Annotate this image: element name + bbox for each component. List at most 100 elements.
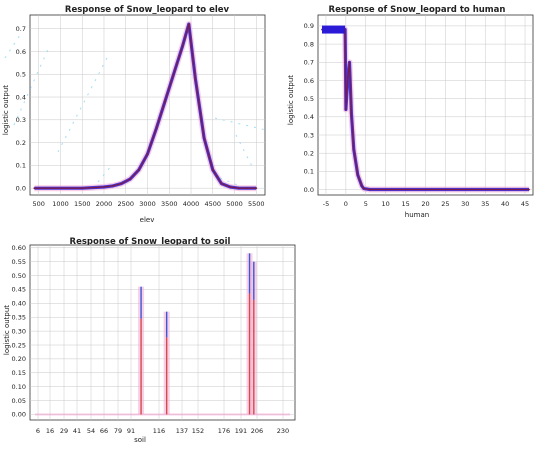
elev-decor-dash (219, 177, 241, 187)
elev-data-point (137, 169, 140, 171)
elev-data-point (194, 77, 197, 80)
soil-y-tick-label: 0.15 (12, 369, 26, 377)
soil-y-tick-label: 0.55 (12, 258, 26, 266)
human-data-point (348, 61, 351, 64)
soil-y-tick-label: 0.35 (12, 314, 26, 322)
soil-y-tick-label: 0.05 (12, 397, 26, 405)
soil-x-tick-label: 79 (114, 427, 122, 435)
human-y-tick-label: 0.4 (304, 113, 314, 121)
soil-chart-title: Response of Snow_leopard to soil (70, 237, 231, 247)
human-y-tick-label: 0.1 (304, 168, 314, 176)
human-data-point (344, 108, 347, 111)
soil-chart: Response of Snow_leopard to soil soil lo… (3, 237, 296, 444)
elev-x-tick-label: 1000 (52, 200, 69, 208)
elev-data-point (164, 100, 166, 103)
soil-x-tick-label: 152 (192, 427, 204, 435)
human-y-tick-label: 0.0 (304, 186, 314, 194)
soil-x-tick-label: 16 (46, 427, 54, 435)
elev-x-axis-label: elev (140, 216, 155, 224)
elev-x-tick-label: 2500 (117, 200, 134, 208)
human-x-tick-label: 35 (481, 200, 489, 208)
human-y-tick-label: 0.6 (304, 77, 314, 85)
human-plateau-band (321, 25, 346, 34)
human-data-point (346, 75, 349, 78)
human-data-point (368, 188, 371, 191)
soil-x-tick-label: 116 (153, 427, 165, 435)
elev-x-tick-label: 1500 (74, 200, 91, 208)
human-data-point (362, 187, 365, 190)
elev-decor-dash (214, 117, 267, 131)
soil-x-axis-label: soil (134, 436, 146, 444)
human-y-tick-label: 0.5 (304, 95, 314, 103)
elev-data-point (237, 187, 240, 190)
human-x-tick-label: 10 (382, 200, 390, 208)
human-x-tick-label: 20 (421, 200, 429, 208)
human-x-tick-label: 0 (344, 200, 348, 208)
soil-x-tick-label: 191 (235, 427, 247, 435)
elev-chart: Response of Snow_leopard to elev elev lo… (2, 5, 267, 224)
elev-x-tick-label: 3500 (161, 200, 178, 208)
soil-y-tick-label: 0.10 (12, 383, 26, 391)
soil-x-tick-label: 206 (251, 427, 263, 435)
soil-y-tick-label: 0.25 (12, 341, 26, 349)
soil-x-tick-label: 176 (218, 427, 230, 435)
soil-y-axis-label: logistic output (3, 305, 11, 355)
elev-data-point (187, 23, 190, 26)
elev-data-point (33, 187, 36, 190)
human-y-axis-label: logistic output (287, 75, 295, 125)
elev-data-point (255, 187, 258, 190)
elev-y-tick-label: 0.2 (16, 139, 26, 147)
human-x-axis-label: human (405, 211, 429, 219)
human-x-tick-label: 25 (441, 200, 449, 208)
elev-x-tick-label: 4500 (205, 200, 222, 208)
human-data-point (350, 112, 353, 115)
elev-y-axis-label: logistic output (2, 85, 10, 135)
human-y-tick-label: 0.3 (304, 131, 314, 139)
elev-decor-dash (4, 31, 23, 59)
soil-y-tick-label: 0.40 (12, 300, 26, 308)
elev-data-point (155, 128, 158, 130)
elev-x-tick-label: 4000 (183, 200, 200, 208)
elev-data-point (203, 137, 205, 139)
elev-data-point (220, 182, 223, 185)
elev-y-tick-label: 0.3 (16, 116, 26, 124)
elev-data-point (229, 186, 232, 188)
soil-x-tick-label: 41 (73, 427, 81, 435)
elev-data-point (81, 187, 84, 190)
elev-data-point (181, 45, 184, 48)
human-y-tick-label: 0.9 (304, 22, 314, 30)
human-y-tick-label: 0.8 (304, 40, 314, 48)
human-x-tick-label: 40 (501, 200, 509, 208)
elev-data-point (146, 153, 149, 155)
elev-data-point (111, 184, 114, 187)
soil-y-tick-label: 0.50 (12, 272, 26, 280)
elev-decor-dash (13, 44, 51, 126)
soil-x-tick-label: 29 (60, 427, 68, 435)
human-y-tick-label: 0.2 (304, 149, 314, 157)
soil-y-tick-label: 0.60 (12, 244, 26, 252)
elev-data-point (129, 178, 131, 180)
elev-x-tick-label: 5000 (226, 200, 243, 208)
human-chart: Response of Snow_leopard to human human … (287, 5, 534, 219)
human-x-tick-label: 5 (364, 200, 368, 208)
soil-x-tick-label: 54 (87, 427, 95, 435)
elev-data-point (103, 186, 105, 188)
elev-data-point (211, 169, 214, 171)
soil-x-tick-label: 6 (36, 427, 40, 435)
human-data-point (356, 174, 359, 176)
elev-y-tick-label: 0.6 (16, 48, 26, 56)
human-chart-title: Response of Snow_leopard to human (329, 5, 506, 15)
elev-data-point (172, 73, 175, 76)
elev-x-tick-label: 2000 (96, 200, 113, 208)
elev-y-tick-label: 0.1 (16, 162, 26, 170)
human-x-tick-label: -5 (323, 200, 329, 208)
soil-baseline-band (35, 413, 290, 416)
human-x-tick-label: 30 (461, 200, 469, 208)
soil-x-tick-label: 137 (176, 427, 188, 435)
elev-x-tick-label: 5500 (248, 200, 265, 208)
elev-x-tick-label: 500 (32, 200, 44, 208)
human-data-point (528, 188, 530, 191)
human-x-tick-label: 15 (401, 200, 409, 208)
